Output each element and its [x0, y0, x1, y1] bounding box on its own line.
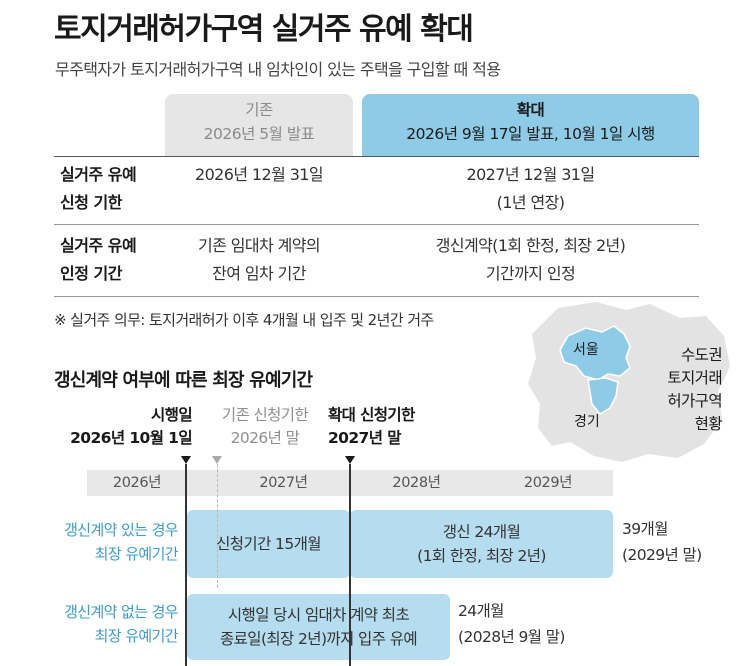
row2-new-line1: 갱신계약(1회 한정, 최장 2년) [435, 236, 626, 255]
row1-renewal-line2: (1회 한정, 최장 2년) [417, 547, 546, 565]
row1-new: 2027년 12월 31일 (1년 연장) [362, 161, 699, 217]
header-old: 기존 2026년 5월 발표 [165, 94, 353, 156]
row1-timeline-label-line2: 최장 유예기간 [94, 545, 179, 563]
gyeonggi-label: 경기 [574, 414, 600, 430]
year-2027: 2027년 [259, 475, 308, 491]
page-subtitle: 무주택자가 토지거래허가구역 내 임차인이 있는 주택을 구입할 때 적용 [55, 60, 501, 79]
row1-new-line1: 2027년 12월 31일 [466, 165, 596, 184]
map-caption-line1: 수도권 [681, 346, 723, 364]
map-caption-line4: 현황 [694, 415, 723, 433]
header-old-label: 기존 [245, 101, 273, 119]
marker-old-deadline-line [217, 464, 218, 588]
marker-effective-line2: 2026년 10월 1일 [70, 429, 192, 447]
marker-old-deadline-line2: 2026년 말 [230, 429, 300, 447]
map-caption-line2: 토지거래 [667, 369, 722, 387]
seoul-label: 서울 [573, 342, 599, 358]
year-2028: 2028년 [392, 475, 441, 491]
row2-old-line2: 잔여 임차 기간 [212, 264, 306, 283]
marker-new-deadline-line [349, 464, 351, 666]
header-new: 확대 2026년 9월 17일 발표, 10월 1일 시행 [362, 94, 699, 156]
row1-label-line1: 실거주 유예 [60, 165, 137, 184]
row2-label: 갱신계약 없는 경우 최장 유예기간 [10, 600, 179, 648]
metro-area-map: 서울 경기 [528, 302, 730, 462]
row1-renewal-bar: 갱신 24개월 (1회 한정, 최장 2년) [350, 510, 613, 578]
marker-effective-line1: 시행일 [151, 406, 193, 424]
row2-timeline-label-line1: 갱신계약 없는 경우 [64, 603, 179, 621]
row2-old-line1: 기존 임대차 계약의 [198, 236, 321, 255]
row1-timeline-label-line1: 갱신계약 있는 경우 [64, 521, 179, 539]
row1-renewal-line1: 갱신 24개월 [442, 523, 521, 541]
row1-old-line1: 2026년 12월 31일 [195, 165, 324, 184]
row2-deferral-bar: 시행일 당시 임대차 계약 최초 종료일(최장 2년)까지 입주 유예 [187, 594, 450, 660]
row1-total: 39개월 (2029년 말) [622, 516, 702, 568]
header-old-sub: 2026년 5월 발표 [203, 125, 315, 143]
marker-new-deadline-line2: 2027년 말 [328, 429, 401, 447]
row2-total: 24개월 (2028년 9월 말) [458, 598, 565, 650]
marker-new-deadline-arrow [345, 456, 355, 464]
row1-label: 실거주 유예 신청 기한 [60, 161, 137, 217]
row1-application-text: 신청기간 15개월 [216, 535, 321, 553]
map-caption-line3: 허가구역 [667, 392, 722, 410]
marker-effective-line [185, 464, 187, 666]
row2-old: 기존 임대차 계약의 잔여 임차 기간 [165, 232, 353, 288]
gyeonggi-zone-strip [587, 377, 619, 415]
row2-new: 갱신계약(1회 한정, 최장 2년) 기간까지 인정 [362, 232, 699, 288]
row2-total-line2: (2028년 9월 말) [458, 628, 565, 646]
table-line-bottom [54, 296, 699, 297]
marker-effective-arrow [181, 456, 191, 464]
header-new-sub: 2026년 9월 17일 발표, 10월 1일 시행 [406, 125, 655, 143]
row2-deferral-line2: 종료일(최장 2년)까지 입주 유예 [219, 630, 418, 648]
footnote: ※ 실거주 의무: 토지거래허가 이후 4개월 내 입주 및 2년간 거주 [54, 311, 434, 329]
table-line-top [54, 156, 699, 157]
row1-total-line2: (2029년 말) [622, 546, 702, 564]
row1-old: 2026년 12월 31일 [165, 161, 353, 189]
row2-label: 실거주 유예 인정 기간 [60, 232, 137, 288]
marker-old-deadline-arrow [212, 456, 222, 464]
year-2029: 2029년 [523, 475, 573, 491]
row2-label-line1: 실거주 유예 [60, 236, 137, 255]
page-title: 토지거래허가구역 실거주 유예 확대 [54, 12, 474, 47]
row1-total-line1: 39개월 [622, 520, 668, 538]
timeline-title: 갱신계약 여부에 따른 최장 유예기간 [54, 370, 313, 391]
table-line-mid [54, 224, 699, 225]
marker-effective-label: 시행일 2026년 10월 1일 [54, 404, 192, 450]
row2-new-line2: 기간까지 인정 [485, 264, 576, 283]
row2-label-line2: 인정 기간 [60, 264, 122, 283]
marker-new-deadline-line1: 확대 신청기한 [328, 406, 415, 424]
row1-label: 갱신계약 있는 경우 최장 유예기간 [10, 518, 179, 566]
year-2026: 2026년 [112, 475, 162, 491]
seoul-region [559, 325, 631, 381]
header-new-label: 확대 [516, 101, 545, 119]
map-caption: 수도권 토지거래 허가구역 현황 [622, 344, 722, 436]
row2-deferral-line1: 시행일 당시 임대차 계약 최초 [227, 606, 410, 624]
row2-total-line1: 24개월 [458, 602, 504, 620]
row2-timeline-label-line2: 최장 유예기간 [94, 627, 179, 645]
row1-label-line2: 신청 기한 [60, 193, 122, 212]
marker-old-deadline-label: 기존 신청기한 2026년 말 [205, 404, 325, 450]
row1-application-bar: 신청기간 15개월 [187, 510, 350, 578]
marker-old-deadline-line1: 기존 신청기한 [221, 406, 309, 424]
row1-new-line2: (1년 연장) [496, 193, 565, 212]
marker-new-deadline-label: 확대 신청기한 2027년 말 [328, 404, 468, 450]
